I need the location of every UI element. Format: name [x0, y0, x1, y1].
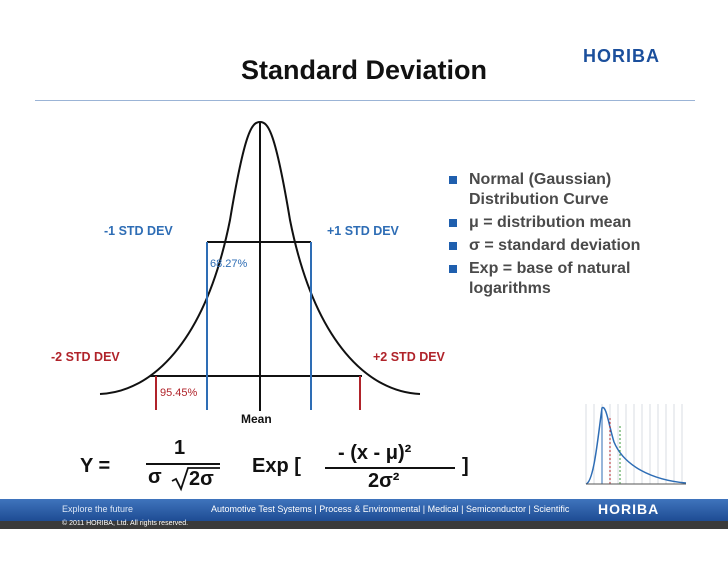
- mean-label: Mean: [241, 412, 272, 426]
- formula-exp-numerator: - (x - μ)²: [338, 442, 412, 464]
- formula-exp-denominator: 2σ²: [368, 470, 400, 492]
- footer-logo: HORIBA: [598, 501, 660, 517]
- formula-lhs: Y =: [80, 455, 111, 477]
- bullet-item: Exp = base of natural logarithms: [449, 259, 699, 299]
- bullet-text: μ = distribution mean: [469, 214, 632, 231]
- formula-sigma: σ: [148, 466, 162, 488]
- pct-95-label: 95.45%: [160, 387, 198, 399]
- copyright-text: © 2011 HORIBA, Ltd. All rights reserved.: [62, 520, 189, 527]
- page-title: Standard Deviation: [240, 55, 488, 85]
- pct-68-label: 68.27%: [210, 258, 248, 270]
- bullet-item: μ = distribution mean: [449, 213, 699, 233]
- minus-one-sd-label: -1 STD DEV: [104, 224, 173, 238]
- footer-bar: [0, 499, 728, 521]
- formula-close-bracket: ]: [462, 455, 469, 477]
- bullet-square-icon: [449, 176, 457, 184]
- plus-two-sd-label: +2 STD DEV: [373, 350, 445, 364]
- formula-numerator: 1: [174, 437, 186, 459]
- formula-radicand: 2σ: [189, 468, 214, 490]
- bullet-item: σ = standard deviation: [449, 236, 699, 256]
- plus-one-sd-label: +1 STD DEV: [327, 224, 399, 238]
- bullet-square-icon: [449, 242, 457, 250]
- footer-tagline: Explore the future: [62, 504, 134, 514]
- title-divider: [35, 100, 695, 101]
- bullet-square-icon: [449, 219, 457, 227]
- minus-two-sd-label: -2 STD DEV: [51, 350, 120, 364]
- formula-fraction-bar: [146, 463, 220, 465]
- bullet-text: Exp = base of natural logarithms: [469, 260, 631, 297]
- bullet-list: Normal (Gaussian) Distribution Curve μ =…: [449, 170, 699, 302]
- formula-exp: Exp [: [252, 455, 301, 477]
- bullet-square-icon: [449, 265, 457, 273]
- footer-segments: Automotive Test Systems | Process & Envi…: [211, 504, 570, 514]
- bullet-text: σ = standard deviation: [469, 237, 641, 254]
- formula-exp-fraction-bar: [325, 467, 455, 469]
- bullet-text: Normal (Gaussian) Distribution Curve: [469, 171, 612, 208]
- horiba-logo: HORIBA: [583, 46, 660, 66]
- square-root-icon: [171, 467, 220, 492]
- bullet-item: Normal (Gaussian) Distribution Curve: [449, 170, 699, 210]
- copyright-bar: [0, 521, 728, 529]
- skewed-distribution-thumbnail: [585, 404, 687, 485]
